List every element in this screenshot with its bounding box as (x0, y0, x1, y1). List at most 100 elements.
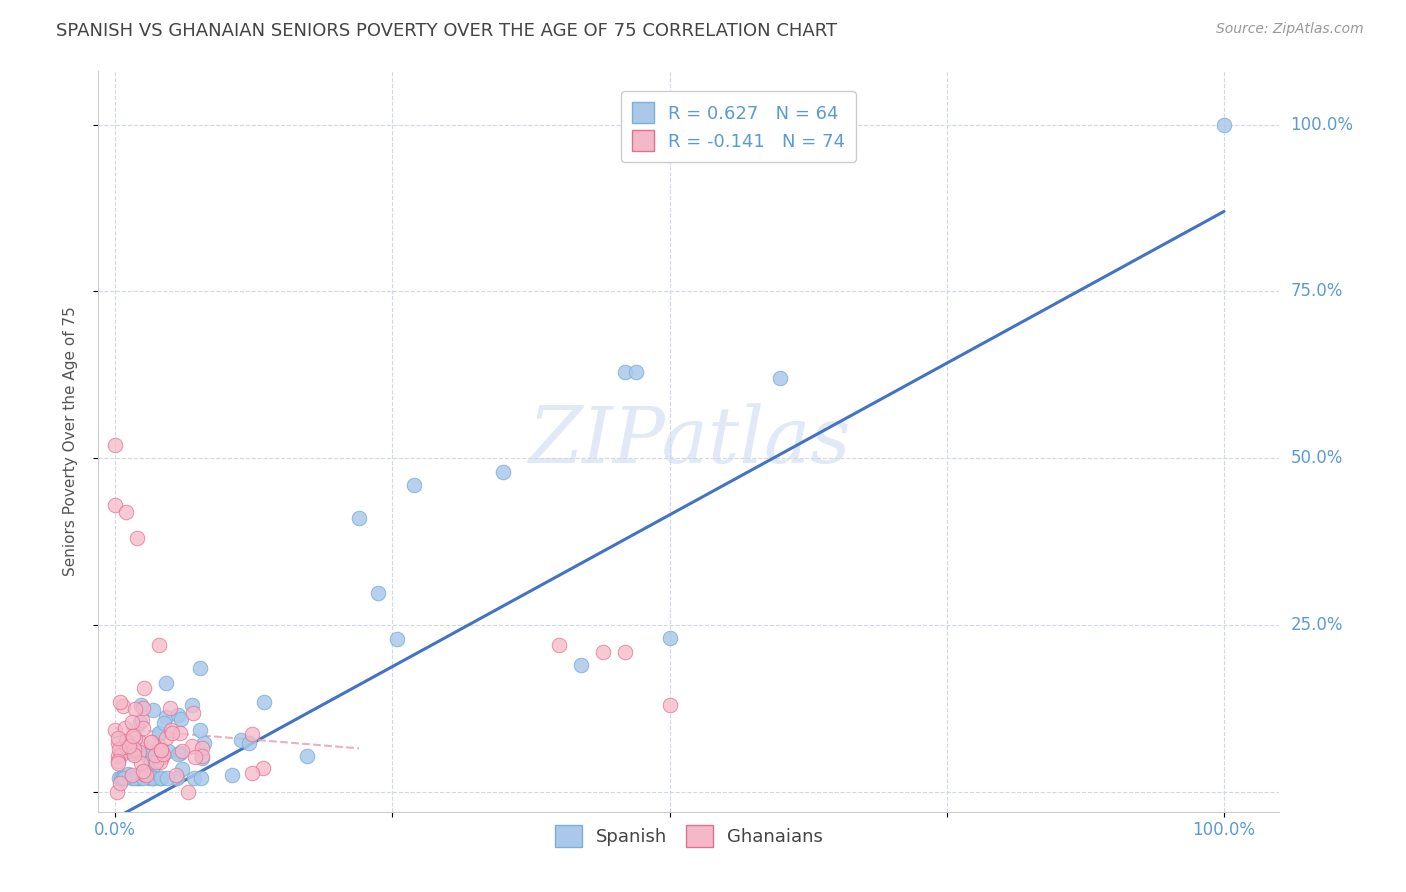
Point (132, 766, 155, 780)
Point (658, 632, 681, 646)
Point (124, 731, 146, 745)
Point (169, 746, 191, 760)
Point (108, 772, 131, 786)
Point (105, 785, 128, 799)
Point (132, 721, 155, 735)
Point (492, 465, 515, 479)
Point (149, 772, 172, 786)
Point (122, 772, 145, 786)
Point (253, 695, 276, 709)
Point (104, 723, 127, 738)
Text: Source: ZipAtlas.com: Source: ZipAtlas.com (1216, 22, 1364, 37)
Point (626, 364, 648, 378)
Point (104, 438, 127, 452)
Point (111, 699, 134, 714)
Point (183, 772, 205, 786)
Point (107, 748, 129, 763)
Point (107, 736, 129, 750)
Point (153, 715, 176, 730)
Point (107, 754, 129, 768)
Point (150, 743, 173, 757)
Point (167, 707, 190, 722)
Point (347, 511, 370, 525)
Point (180, 698, 202, 713)
Point (129, 714, 152, 729)
Point (156, 772, 179, 786)
Point (112, 772, 135, 786)
Point (240, 727, 263, 741)
Point (108, 695, 131, 709)
Point (155, 709, 177, 723)
Point (141, 735, 163, 749)
Point (229, 733, 252, 747)
Point (191, 740, 214, 755)
Point (167, 747, 190, 762)
Point (128, 745, 150, 759)
Point (141, 772, 163, 786)
Point (129, 698, 152, 713)
Point (141, 762, 163, 776)
Point (115, 739, 138, 754)
Point (165, 768, 187, 782)
Point (117, 766, 139, 780)
Point (110, 747, 132, 762)
Point (183, 706, 205, 720)
Point (110, 772, 132, 786)
Point (127, 772, 149, 786)
Point (148, 726, 170, 740)
Legend: Spanish, Ghanaians: Spanish, Ghanaians (547, 818, 831, 855)
Point (121, 715, 143, 730)
Point (191, 748, 214, 763)
Point (145, 755, 167, 769)
Point (155, 731, 177, 745)
Point (162, 726, 184, 740)
Text: 75.0%: 75.0% (1291, 283, 1343, 301)
Point (143, 747, 166, 762)
Point (134, 681, 156, 695)
Point (614, 645, 637, 659)
Point (252, 761, 274, 775)
Point (148, 739, 170, 753)
Point (1213, 118, 1236, 132)
Point (107, 731, 129, 745)
Point (131, 713, 153, 727)
Point (166, 772, 188, 786)
Point (141, 747, 163, 761)
Point (190, 772, 212, 786)
Point (115, 738, 138, 752)
Point (104, 498, 127, 512)
Point (127, 531, 149, 545)
Point (136, 750, 159, 764)
Y-axis label: Seniors Poverty Over the Age of 75: Seniors Poverty Over the Age of 75 (63, 307, 77, 576)
Point (108, 741, 131, 756)
Point (122, 729, 145, 743)
Point (124, 742, 146, 756)
Point (193, 735, 215, 749)
Point (111, 742, 134, 756)
Point (152, 747, 174, 761)
Text: 25.0%: 25.0% (1291, 616, 1343, 634)
Point (134, 742, 156, 756)
Point (139, 756, 162, 770)
Point (658, 698, 681, 712)
Point (221, 767, 243, 781)
Point (142, 772, 165, 786)
Point (121, 768, 143, 782)
Point (132, 767, 155, 781)
Point (115, 505, 138, 519)
Point (148, 638, 170, 652)
Text: 100.0%: 100.0% (1291, 116, 1354, 134)
Point (169, 726, 191, 740)
Point (592, 645, 614, 659)
Text: ZIPatlas: ZIPatlas (527, 403, 851, 480)
Point (142, 772, 165, 786)
Text: 50.0%: 50.0% (1291, 450, 1343, 467)
Point (117, 744, 139, 758)
Point (184, 750, 207, 764)
Point (121, 772, 143, 786)
Point (148, 727, 170, 741)
Point (150, 750, 173, 764)
Point (124, 702, 146, 716)
Point (240, 766, 263, 780)
Point (132, 700, 155, 714)
